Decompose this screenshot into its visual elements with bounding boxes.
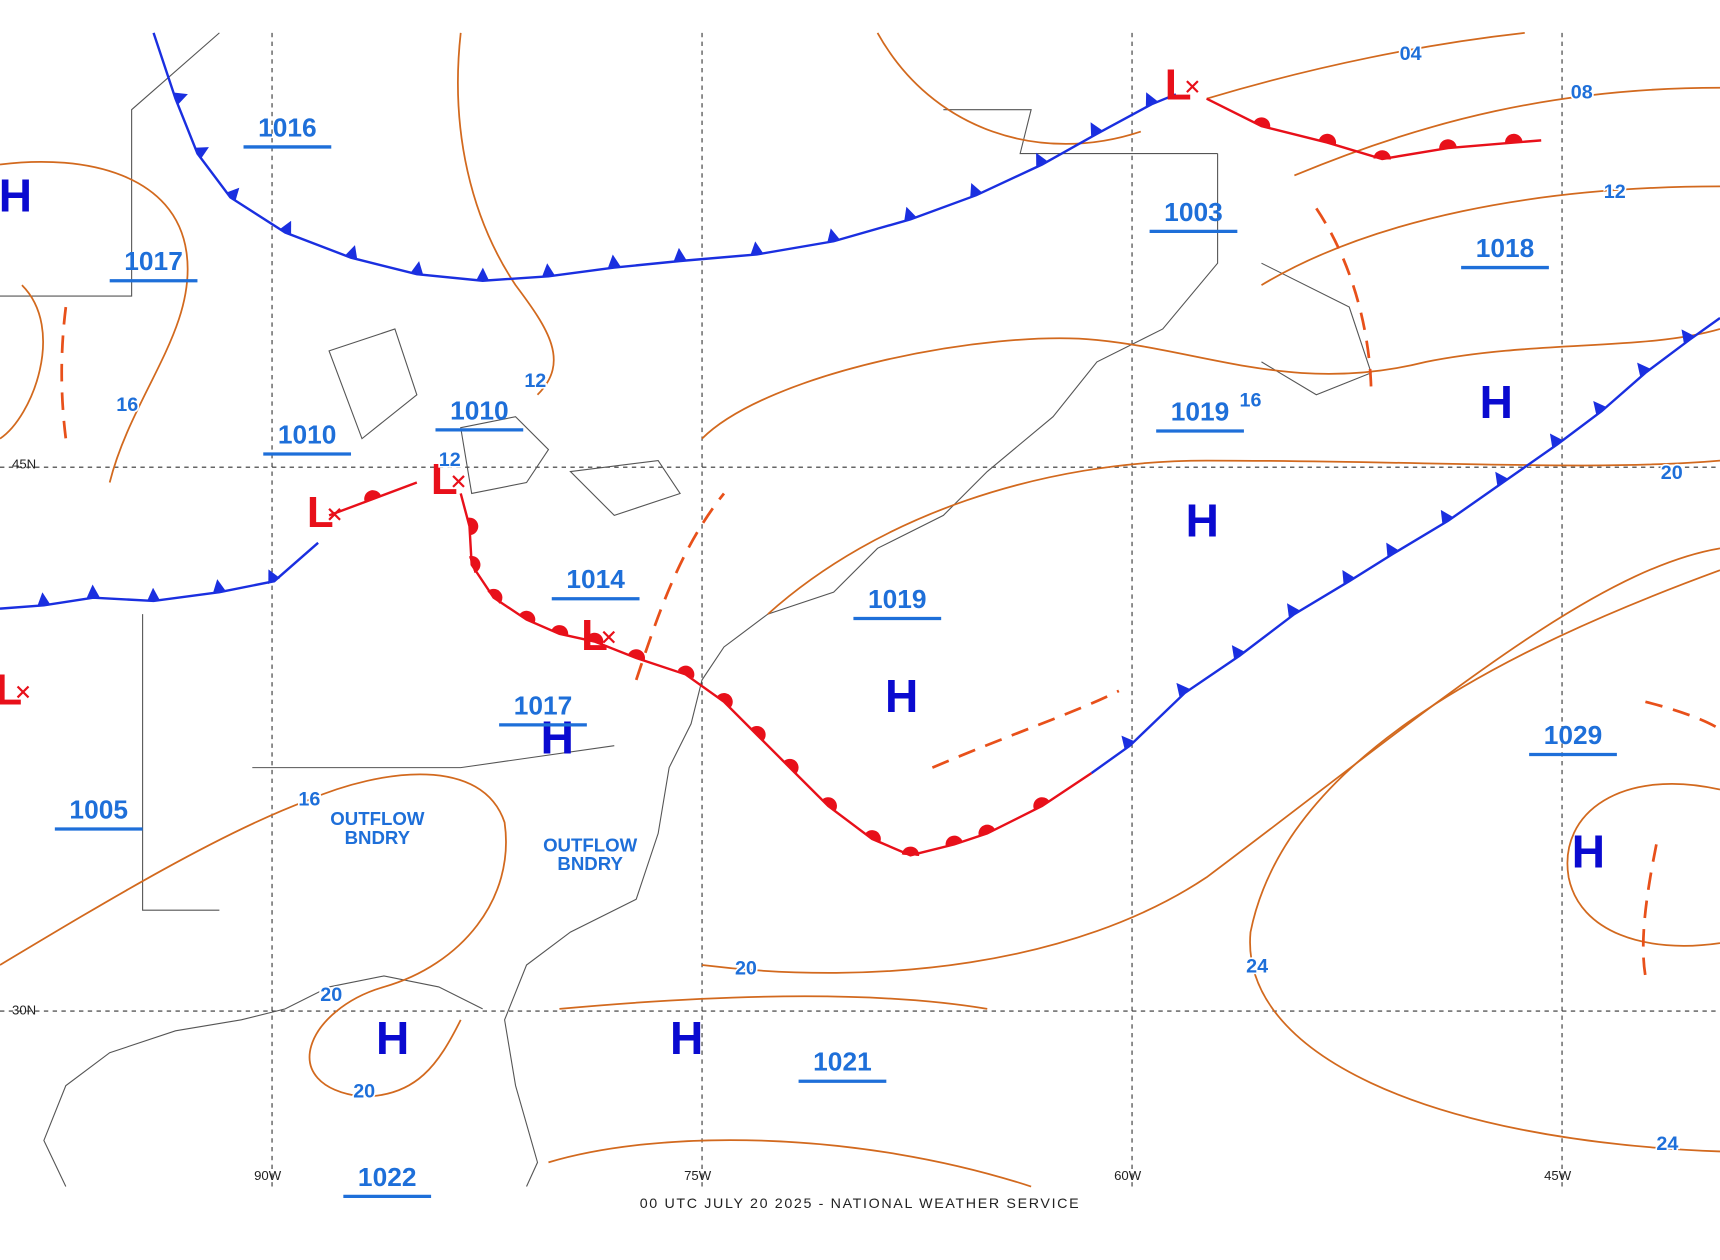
high-center: H xyxy=(1572,826,1605,878)
isobar-label: 20 xyxy=(320,984,342,1006)
trough xyxy=(634,492,726,681)
isobar xyxy=(1261,185,1720,286)
isobar-label: 16 xyxy=(1240,390,1262,412)
latitude-label: 30N xyxy=(12,1003,36,1018)
warm-front xyxy=(459,493,1093,857)
low-center: L xyxy=(0,666,22,715)
isobar-label: 12 xyxy=(439,449,461,471)
high-center: H xyxy=(0,170,32,222)
warm-front xyxy=(328,481,418,517)
low-marker xyxy=(328,508,341,521)
pressure-label: 1005 xyxy=(69,794,128,824)
latitude-label: 45N xyxy=(12,456,36,471)
isobar-label: 20 xyxy=(1661,462,1683,484)
isobar-label: 16 xyxy=(298,789,320,811)
isobar-label: 12 xyxy=(1604,181,1626,203)
lake-shore xyxy=(328,328,681,517)
warm-front xyxy=(1206,97,1542,161)
isobar-label: 20 xyxy=(735,958,757,980)
footer: 00 UTC JULY 20 2025 - NATIONAL WEATHER S… xyxy=(640,1196,1081,1212)
annotation: BNDRY xyxy=(345,827,411,848)
isobar-label: 08 xyxy=(1571,81,1593,103)
cold-front xyxy=(0,541,319,610)
trough xyxy=(60,306,68,439)
pressure-label: 1016 xyxy=(258,112,317,142)
isobar-label: 24 xyxy=(1246,955,1268,977)
annotation: OUTFLOW xyxy=(543,835,638,856)
isobar-label: 12 xyxy=(524,370,546,392)
isobar xyxy=(1566,782,1720,947)
high-center: H xyxy=(670,1012,703,1064)
pressure-label: 1017 xyxy=(124,246,183,276)
pressure-label: 1019 xyxy=(1171,396,1230,426)
isobar-label: 04 xyxy=(1400,43,1422,65)
cold-front xyxy=(152,32,1177,282)
isobar xyxy=(548,995,1032,1188)
pressure-label: 1029 xyxy=(1544,720,1603,750)
longitude-label: 75W xyxy=(684,1168,712,1183)
pressure-label: 1021 xyxy=(813,1047,872,1077)
low-center: L xyxy=(581,611,608,660)
annotation: OUTFLOW xyxy=(330,808,425,829)
isobar xyxy=(0,773,507,1098)
low-marker xyxy=(1186,80,1199,93)
pressure-label: 1018 xyxy=(1476,233,1535,263)
isobar-label: 24 xyxy=(1656,1133,1678,1155)
fronts xyxy=(0,32,1720,857)
high-center: H xyxy=(541,711,574,763)
high-center: H xyxy=(1186,494,1219,546)
pressure-label: 1010 xyxy=(278,419,337,449)
pressure-label: 1017 xyxy=(514,690,573,720)
pressure-label: 1019 xyxy=(868,584,927,614)
low-marker xyxy=(16,685,30,699)
cold-front xyxy=(1090,317,1720,775)
longitude-label: 45W xyxy=(1544,1168,1572,1183)
pressure-label: 1022 xyxy=(358,1162,417,1192)
longitude-label: 90W xyxy=(254,1168,282,1183)
low-center: L xyxy=(307,488,334,537)
map-area xyxy=(0,32,1720,1187)
pressure-label: 1010 xyxy=(450,395,509,425)
isobar-label: 16 xyxy=(116,394,138,416)
low-center: L xyxy=(431,455,458,504)
labels: 45N 30N 90W 75W 60W 45W H H H H H H H H L L L L L 1016 1017 1… xyxy=(0,41,1684,1199)
isobar xyxy=(1206,32,1525,100)
pressure-label: 1003 xyxy=(1164,197,1223,227)
high-center: H xyxy=(885,670,918,722)
longitude-label: 60W xyxy=(1114,1168,1142,1183)
high-center: H xyxy=(1480,376,1513,428)
coastline xyxy=(43,975,483,1187)
annotation: BNDRY xyxy=(557,853,623,874)
low-center: L xyxy=(1165,60,1192,109)
high-center: H xyxy=(376,1012,409,1064)
low-marker xyxy=(602,630,616,644)
isobar-label: 20 xyxy=(353,1080,375,1102)
pressure-label: 1014 xyxy=(566,564,625,594)
low-marker xyxy=(452,475,465,488)
